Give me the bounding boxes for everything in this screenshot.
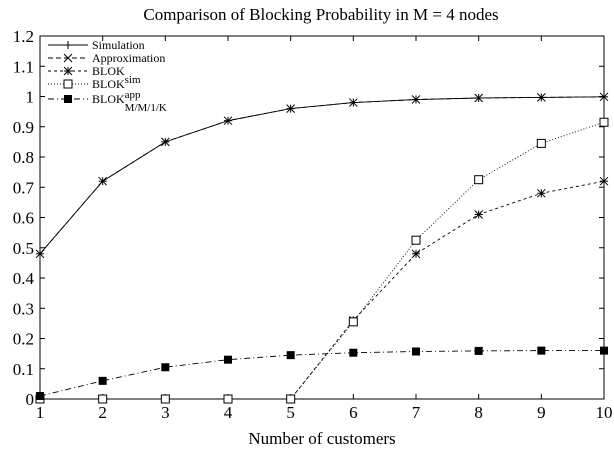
x-tick-label: 9: [537, 403, 546, 422]
legend-marker-3: [63, 66, 73, 76]
series-5-point: [600, 346, 608, 355]
series-2-point: [35, 249, 45, 259]
legend: SimulationApproximationBLOKBLOKsimBLOKap…: [48, 38, 167, 114]
series-5-point: [537, 346, 546, 355]
series-2-point: [536, 93, 546, 102]
series-4-point: [286, 394, 296, 404]
series-4-point: [348, 317, 358, 327]
series-lines: [39, 96, 605, 400]
legend-label-sup: sim: [125, 74, 141, 86]
y-tick-label: 1: [26, 88, 35, 107]
series-5-point: [224, 355, 232, 364]
series-line-4: [40, 121, 605, 400]
series-4-point: [160, 394, 170, 404]
series-2-point: [286, 104, 296, 113]
series-3-point: [599, 176, 609, 186]
legend-marker-4: [63, 79, 73, 89]
y-tick-label: 0.8: [13, 148, 34, 167]
series-2-point: [474, 93, 484, 103]
series-3-point: [411, 249, 421, 259]
x-tick-label: 6: [349, 403, 358, 422]
x-tick-label: 7: [412, 403, 421, 422]
legend-label-1: Simulation: [92, 38, 145, 52]
series-2-point: [98, 176, 108, 186]
series-5-point: [412, 347, 420, 356]
legend-marker-5: [64, 95, 72, 103]
legend-label-sup: app: [125, 89, 141, 101]
y-tick-label: 0.5: [13, 239, 34, 258]
series-2-point: [348, 98, 358, 107]
series-line-3: [40, 180, 605, 400]
y-tick-label: 0.1: [13, 360, 34, 379]
series-line-5: [39, 350, 604, 397]
y-tick-label: 0.2: [13, 330, 34, 349]
y-tick-label: 1.1: [13, 57, 34, 76]
legend-label-4: BLOKsim: [92, 74, 141, 91]
y-tick-label: 0.6: [13, 209, 34, 228]
series-4-point: [98, 394, 108, 404]
y-tick-label: 0.9: [13, 118, 34, 137]
series-4-point: [411, 235, 421, 245]
series-4-point: [474, 175, 484, 185]
legend-label-text: BLOK: [92, 92, 125, 106]
series-line-2: [39, 96, 605, 255]
series-5-point: [286, 351, 295, 360]
series-line-1: [39, 96, 605, 255]
x-tick-label: 1: [36, 403, 45, 422]
series-5-point: [98, 376, 107, 385]
y-tick-label: 1.2: [13, 27, 34, 46]
series-2-point: [411, 95, 421, 104]
series-5-point: [161, 363, 170, 372]
legend-label-3: BLOK: [92, 64, 125, 78]
legend-label-text: BLOK: [92, 64, 125, 78]
y-tick-label: 0: [26, 390, 35, 409]
legend-label-text: Approximation: [92, 51, 165, 65]
series-4-point: [536, 138, 546, 148]
y-tick-label: 0.7: [13, 178, 35, 197]
legend-label-sub: M/M/1/K: [125, 102, 167, 114]
legend-label-2: Approximation: [92, 51, 165, 65]
legend-label-text: BLOK: [92, 77, 125, 91]
x-axis-label: Number of customers: [248, 429, 395, 448]
series-4-point: [223, 394, 233, 404]
x-tick-label: 3: [161, 403, 170, 422]
series-2-point: [223, 116, 233, 126]
x-tick-label: 8: [474, 403, 483, 422]
axis-ticks: 0 0.1 0.2 0.3 0.4 0.5 0.6 0.7 0.8 0.9 1 1.1 1.2 1 2 3 4 5…: [13, 27, 613, 422]
series-5-point: [474, 346, 483, 355]
x-tick-label: 5: [286, 403, 295, 422]
series-2-point: [599, 92, 609, 102]
legend-marker-2: [63, 53, 73, 63]
x-tick-label: 2: [98, 403, 107, 422]
series-2-point: [160, 137, 170, 147]
series-5-point: [349, 348, 358, 357]
legend-label-5: BLOKapp: [92, 89, 141, 106]
legend-marker-1: [64, 41, 72, 49]
series-5-point: [36, 391, 44, 400]
series-markers: [35, 92, 609, 404]
series-3-point: [474, 210, 484, 219]
series-3-point: [536, 188, 546, 198]
x-tick-label: 10: [596, 403, 613, 422]
y-tick-label: 0.3: [13, 299, 34, 318]
y-tick-label: 0.4: [13, 269, 35, 288]
x-tick-label: 4: [224, 403, 233, 422]
chart-title: Comparison of Blocking Probability in M …: [143, 5, 498, 24]
legend-label-text: Simulation: [92, 38, 145, 52]
series-4-point: [599, 117, 609, 127]
